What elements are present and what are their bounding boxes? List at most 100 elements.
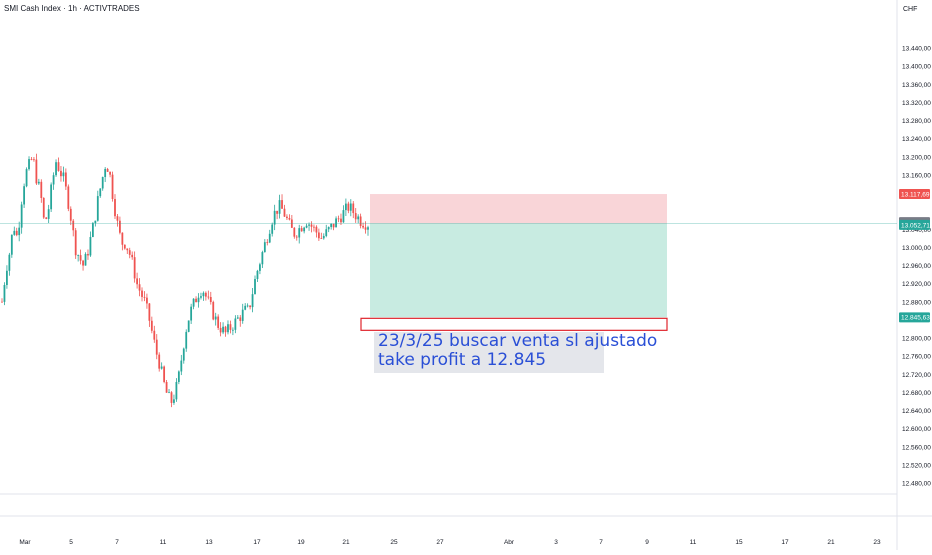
candle-body [234,318,237,330]
candle-body [266,242,269,243]
price-tick-label: 12.640,00 [902,408,931,415]
candle-body [13,230,16,235]
price-tick-label: 12.760,00 [902,354,931,361]
candle-body [55,162,57,176]
price-tick-label: 13.440,00 [902,46,931,53]
take-profit-price-tag-label: 12.845,63 [901,315,930,322]
time-tick-label: 25 [390,539,398,546]
candle-body [288,218,291,220]
candle-body [94,220,97,224]
candle-body [325,229,328,236]
time-tick-label: 7 [599,539,603,546]
candle-body [315,226,318,233]
candle-body [6,270,8,286]
candle-body [84,253,87,266]
candle-body [67,186,70,209]
candle-body [165,382,168,393]
candle-body [99,188,102,197]
target-highlight-box[interactable] [360,317,668,331]
candle-body [317,232,320,239]
candle-body [128,250,131,255]
price-tick-label: 13.360,00 [902,82,931,89]
candle-body [168,392,170,394]
candle-body [357,216,360,220]
candle-body [3,285,6,302]
time-tick-label: 9 [645,539,649,546]
candle-body [283,208,286,217]
price-tick-label: 13.200,00 [902,154,931,161]
price-tick-label: 12.480,00 [902,481,931,488]
candle-body [200,296,202,298]
candle-body [30,159,33,160]
candle-body [126,248,129,251]
candle-body [155,339,158,355]
time-axis[interactable]: Mar 5 7 11 13 17 19 21 25 27 Abr 3 7 9 11 15 17 21 23 [19,539,881,546]
candle-body [344,203,347,211]
candle-body [347,203,350,211]
candle-body [20,204,23,228]
price-tick-label: 13.000,00 [902,245,931,252]
candle-body [89,236,92,256]
price-tick-label: 12.800,00 [902,336,931,343]
take-profit-zone[interactable] [370,223,667,318]
price-tick-label: 13.160,00 [902,172,931,179]
price-tick-label: 13.040,00 [902,227,931,234]
candle-body [214,316,217,320]
candle-body [303,227,306,232]
candle-body [327,227,330,230]
candle-body [180,360,183,372]
candle-body [25,169,28,187]
candle-body [8,254,11,271]
candle-body [182,348,185,361]
candle-body [308,224,310,226]
candle-body [45,217,48,219]
short-position-tool[interactable] [0,194,897,331]
candle-body [121,232,124,245]
price-tick-label: 12.960,00 [902,263,931,270]
stop-loss-price-tag-label: 13.117,69 [901,191,930,198]
candle-body [364,227,367,230]
candle-body [185,331,188,349]
candle-body [37,181,40,184]
candle-body [52,175,55,185]
candle-body [114,198,116,217]
stop-loss-zone[interactable] [370,194,667,224]
candle-body [246,305,249,307]
time-tick-label: 11 [160,539,167,546]
entry-price-tag-label: 13.052,71 [901,222,930,229]
candle-body [47,209,50,219]
time-tick-label: 21 [827,539,835,546]
time-tick-label: 27 [436,539,444,546]
candle-body [101,177,104,189]
price-tick-label: 12.520,00 [902,462,931,469]
time-tick-label: 17 [781,539,789,546]
candle-body [28,159,30,170]
candle-body [62,172,65,177]
candle-body [209,297,212,302]
candle-body [219,327,222,333]
candle-body [298,228,301,238]
candle-body [352,203,355,214]
candle-body [300,228,303,232]
time-tick-label: 11 [690,539,697,546]
candle-body [1,301,3,303]
candle-body [87,253,89,256]
candle-body [202,292,205,297]
time-tick-label: 15 [735,539,743,546]
time-tick-label: 21 [342,539,350,546]
price-tick-label: 12.560,00 [902,444,931,451]
text-note[interactable]: 23/3/25 buscar venta sl ajustado take pr… [374,332,657,373]
candle-body [143,296,146,298]
chart-title[interactable]: SMI Cash Index · 1h · ACTIVTRADES [4,4,140,13]
candle-body [286,216,288,219]
candle-body [104,168,107,178]
candle-body [187,320,190,332]
candle-body [236,317,239,319]
time-tick-label: Mar [19,539,31,546]
candle-body [15,230,18,236]
candle-body [330,223,333,228]
candle-body [69,208,72,221]
